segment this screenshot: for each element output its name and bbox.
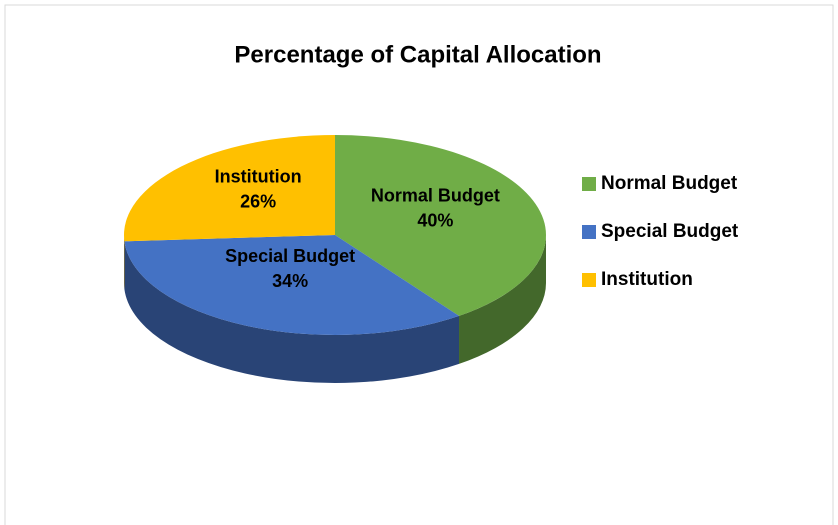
data-label-name: Special Budget [225,246,355,266]
data-label-name: Normal Budget [371,185,500,205]
legend-swatch [582,225,596,239]
pie-slice [124,135,335,242]
chart-title: Percentage of Capital Allocation [234,41,601,68]
legend-label: Institution [601,269,693,290]
legend-swatch [582,273,596,287]
pie-side [459,235,546,364]
legend-label: Special Budget [601,221,739,242]
legend-swatch [582,177,596,191]
data-label-value: 34% [272,271,308,291]
legend-label: Normal Budget [601,173,738,194]
pie-slice [335,135,546,316]
data-label-value: 26% [240,192,276,212]
data-label-name: Institution [215,167,302,187]
pie-slice [124,235,460,335]
pie-side [124,241,460,383]
data-label-value: 40% [417,210,453,230]
